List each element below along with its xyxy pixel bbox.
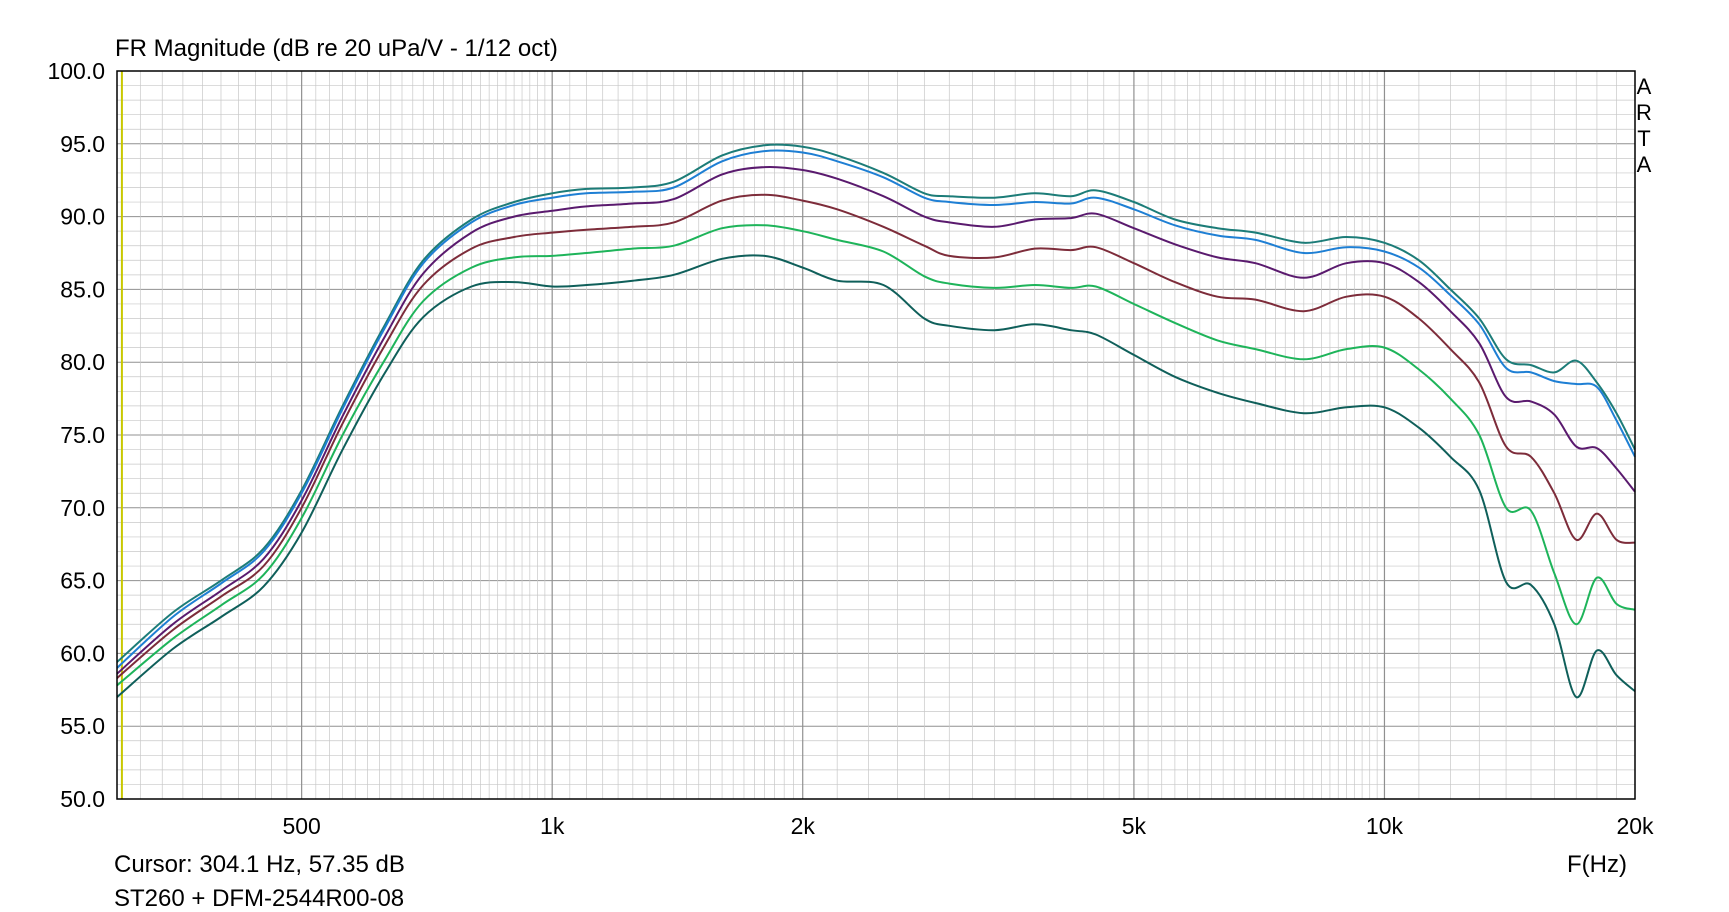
series-line-6 <box>116 254 1636 699</box>
y-tick-label: 85.0 <box>60 276 105 302</box>
brand-letter: R <box>1636 100 1652 125</box>
x-axis-ticks: 500 1k 2k 5k 10k 20k <box>282 813 1654 839</box>
brand-letter: T <box>1637 126 1651 151</box>
arta-brand-label: A R T A <box>1634 74 1654 178</box>
y-tick-label: 70.0 <box>60 495 105 521</box>
x-axis-label: F(Hz) <box>1567 851 1627 878</box>
series-line-1 <box>116 143 1636 663</box>
y-tick-label: 65.0 <box>60 568 105 594</box>
y-tick-label: 75.0 <box>60 422 105 448</box>
x-tick-label: 500 <box>282 813 320 839</box>
y-tick-label: 100.0 <box>47 58 105 84</box>
plot-frame <box>116 70 1636 800</box>
brand-letter: A <box>1636 74 1652 99</box>
x-tick-label: 1k <box>540 813 565 839</box>
cursor-readout: Cursor: 304.1 Hz, 57.35 dB <box>114 851 405 878</box>
series-line-4 <box>116 193 1636 679</box>
y-tick-label: 55.0 <box>60 713 105 739</box>
y-tick-label: 80.0 <box>60 349 105 375</box>
brand-letter: A <box>1636 152 1652 177</box>
device-label: ST260 + DFM-2544R00-08 <box>114 885 405 912</box>
series-line-3 <box>116 165 1636 675</box>
chart-title: FR Magnitude (dB re 20 uPa/V - 1/12 oct) <box>115 35 558 62</box>
y-tick-label: 50.0 <box>60 786 105 812</box>
x-tick-label: 5k <box>1122 813 1147 839</box>
x-tick-label: 10k <box>1366 813 1404 839</box>
x-tick-label: 2k <box>791 813 816 839</box>
series-line-2 <box>116 149 1636 669</box>
series-line-5 <box>116 224 1636 687</box>
series-layer <box>116 143 1636 699</box>
y-axis-ticks: 100.0 95.0 90.0 85.0 80.0 75.0 70.0 65.0 60.0 55.… <box>47 58 105 812</box>
x-tick-label: 20k <box>1616 813 1654 839</box>
y-tick-label: 95.0 <box>60 131 105 157</box>
y-tick-label: 60.0 <box>60 640 105 666</box>
y-tick-label: 90.0 <box>60 204 105 230</box>
